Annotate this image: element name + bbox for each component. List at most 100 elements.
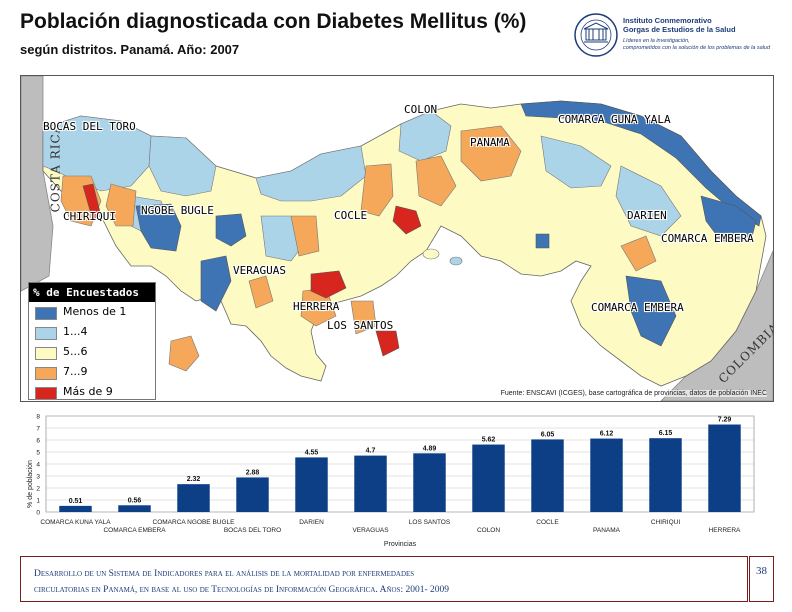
institute-tagline-line1: Líderes en la investigación, [623, 38, 690, 44]
map-label-veraguas: VERAGUAS [233, 264, 286, 277]
costa-rica-label: COSTA RICA [48, 123, 63, 213]
bar [590, 438, 623, 512]
x-category-label: COMARCA KUNA YALA [40, 519, 111, 526]
red-district-herrera [310, 270, 347, 299]
legend-swatch [35, 367, 57, 380]
embera-shape [625, 275, 677, 347]
bar-value-label: 0.56 [128, 497, 142, 504]
bar-chart: 0 1 2 3 4 5 6 7 8 % de población 0.51 COMARCA KUNA … [20, 408, 772, 550]
x-axis-label: Provincias [384, 541, 417, 548]
map-label-comarca-embera-south: COMARCA EMBERA [591, 301, 684, 314]
legend-item: Más de 9 [35, 384, 155, 401]
legend-item: 1...4 [35, 324, 155, 342]
x-category-label: BOCAS DEL TORO [224, 527, 281, 534]
bar-value-label: 0.51 [69, 498, 83, 505]
legend-label: 5...6 [63, 345, 88, 358]
map-label-comarca-embera-north: COMARCA EMBERA [661, 232, 754, 245]
bar [708, 424, 741, 512]
institute-name-line1: Instituto Conmemorativo [623, 16, 712, 25]
map-label-bocas-del-toro: BOCAS DEL TORO [43, 120, 136, 133]
bar-value-label: 4.7 [366, 448, 376, 455]
y-tick-label: 7 [36, 426, 40, 433]
legend-swatch [35, 307, 57, 320]
y-tick-label: 5 [36, 450, 40, 457]
map-label-cocle: COCLE [334, 209, 368, 222]
x-category-label: COMARCA NGOBE BUGLE [153, 519, 236, 526]
institute-tagline-line2: comprometidos con la solución de los pro… [623, 45, 771, 51]
legend-item: Menos de 1 [35, 304, 155, 322]
bar-value-label: 5.62 [482, 437, 496, 444]
bar-value-label: 6.12 [600, 431, 614, 438]
legend-item: 7...9 [35, 364, 155, 382]
x-category-label: VERAGUAS [352, 527, 389, 534]
map-label-ngobe-bugle: NGOBE BUGLE [141, 204, 214, 217]
bar-value-label: 2.88 [246, 469, 260, 476]
institute-seal-icon [574, 13, 618, 57]
red-district-cocle [392, 205, 422, 235]
bar [295, 457, 328, 512]
footer-line2: circulatorias en Panamá, en base al uso … [34, 585, 450, 595]
legend-swatch [35, 387, 57, 400]
x-category-label: LOS SANTOS [409, 519, 451, 526]
bar [649, 438, 682, 512]
y-tick-label: 4 [36, 462, 40, 469]
page-subtitle: según distritos. Panamá. Año: 2007 [20, 42, 240, 57]
bar [354, 455, 387, 512]
page-number: 38 [756, 565, 767, 577]
page-number-box: 38 [749, 556, 774, 602]
y-tick-label: 1 [36, 498, 40, 505]
footer-line1: Desarrollo de un Sistema de Indicadores … [34, 569, 415, 579]
x-category-label: COCLE [536, 519, 559, 526]
bar-chart-svg: 0 1 2 3 4 5 6 7 8 % de población 0.51 COMARCA KUNA … [27, 414, 755, 548]
legend-label: 1...4 [63, 325, 88, 338]
bar [177, 484, 210, 512]
y-tick-label: 8 [36, 414, 40, 421]
costa-rica-shape [21, 76, 54, 292]
bar-value-label: 6.15 [659, 430, 673, 437]
x-category-label: PANAMA [593, 527, 621, 534]
institute-name-line2: Gorgas de Estudios de la Salud [623, 25, 736, 34]
bar [472, 444, 505, 512]
page-title: Población diagnosticada con Diabetes Mel… [20, 10, 527, 33]
bar-value-label: 4.89 [423, 445, 437, 452]
map-label-comarca-guna-yala: COMARCA GUNA YALA [558, 113, 671, 126]
y-tick-label: 0 [36, 510, 40, 517]
legend-label: 7...9 [63, 365, 88, 378]
map-label-colon: COLON [404, 103, 438, 116]
y-tick-label: 3 [36, 474, 40, 481]
bar [236, 477, 269, 512]
map-legend: % de Encuestados Menos de 1 1...4 5...6 … [28, 282, 156, 400]
institute-logo: Instituto Conmemorativo Gorgas de Estudi… [573, 12, 773, 62]
x-category-label: COLON [477, 527, 500, 534]
guna-yala-shape [520, 100, 762, 227]
map-label-chiriqui: CHIRIQUI [63, 210, 116, 223]
y-tick-label: 6 [36, 438, 40, 445]
bar [118, 505, 151, 512]
bar-value-label: 6.05 [541, 431, 555, 438]
x-category-label: CHIRIQUI [651, 519, 680, 526]
map-source-note: Fuente: ENSCAVI (ICGES), base cartográfi… [500, 390, 767, 397]
legend-swatch [35, 347, 57, 360]
footer: Desarrollo de un Sistema de Indicadores … [20, 556, 748, 602]
y-axis-label: % de población [27, 460, 34, 508]
red-district-chiriqui [82, 183, 102, 222]
legend-swatch [35, 327, 57, 340]
map-label-los-santos: LOS SANTOS [327, 319, 394, 332]
map-label-herrera: HERRERA [293, 300, 340, 313]
x-category-label: HERRERA [709, 527, 741, 534]
map-drawing [21, 76, 773, 401]
bar [59, 505, 92, 512]
map-label-panama: PANAMA [470, 136, 510, 149]
bar-value-label: 7.29 [718, 417, 732, 424]
legend-label: Menos de 1 [63, 305, 127, 318]
y-tick-label: 2 [36, 486, 40, 493]
ngobe-bugle-shape [135, 203, 182, 252]
legend-label: Más de 9 [63, 385, 113, 398]
map-label-darien: DARIEN [627, 209, 667, 222]
bar-value-label: 2.32 [187, 476, 201, 483]
x-category-label: DARIEN [299, 519, 324, 526]
red-district-los-santos [375, 330, 400, 357]
legend-item: 5...6 [35, 344, 155, 362]
legend-title: % de Encuestados [29, 283, 155, 302]
bar [413, 453, 446, 512]
